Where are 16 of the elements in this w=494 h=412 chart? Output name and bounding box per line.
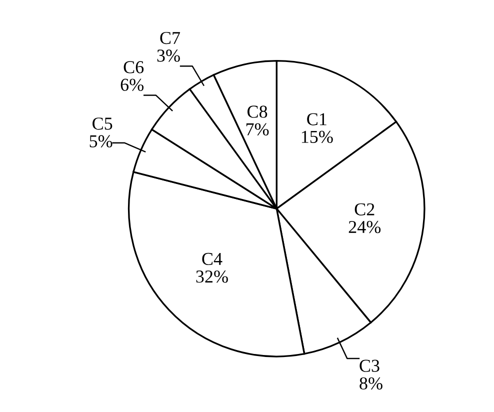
data-label: 3% — [157, 50, 180, 62]
slice-label: C7 — [160, 32, 180, 44]
data-label: 24% — [348, 220, 381, 234]
slice-label: C5 — [92, 118, 112, 130]
data-label: 32% — [196, 270, 228, 283]
data-label: 7% — [246, 123, 269, 136]
slice-label: C8 — [248, 106, 268, 118]
slice-label: C3 — [360, 360, 380, 372]
slice-label: C6 — [124, 61, 144, 74]
slice-label: C4 — [202, 252, 222, 266]
data-label: 15% — [302, 130, 333, 144]
slice-label: C2 — [354, 203, 374, 216]
data-label: 5% — [90, 135, 112, 148]
data-label: 6% — [120, 78, 144, 91]
data-label: 8% — [360, 377, 382, 390]
slice-label: C1 — [307, 113, 326, 126]
